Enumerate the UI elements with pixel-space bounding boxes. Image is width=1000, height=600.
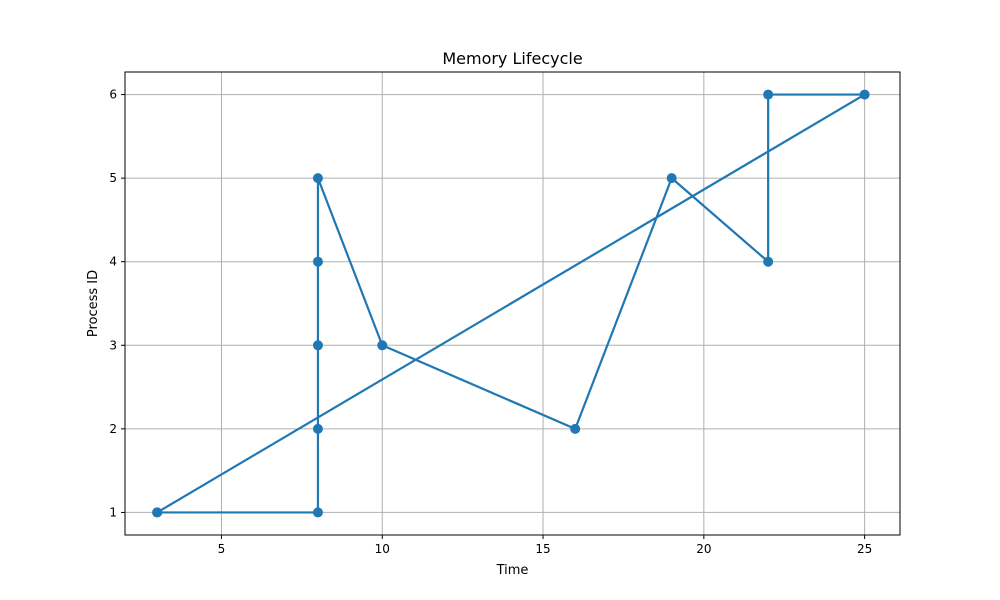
- y-tick-label: 4: [109, 255, 117, 269]
- data-point: [570, 423, 581, 434]
- plot-frame: [124, 71, 901, 536]
- data-point: [152, 507, 163, 518]
- y-axis-label: Process ID: [86, 270, 101, 337]
- y-tick-label: 2: [109, 422, 117, 436]
- y-tick-label: 3: [109, 338, 117, 352]
- data-point: [859, 89, 870, 100]
- chart-title: Memory Lifecycle: [442, 49, 582, 68]
- data-point: [377, 340, 388, 351]
- series-line: [156, 93, 866, 514]
- x-axis-label: Time: [496, 563, 529, 578]
- data-point: [312, 340, 323, 351]
- series-layer: [152, 89, 870, 518]
- data-point: [763, 89, 774, 100]
- y-tick-label: 1: [109, 505, 117, 519]
- data-point: [666, 173, 677, 184]
- data-point: [312, 423, 323, 434]
- data-point: [763, 256, 774, 267]
- y-tick-label: 6: [109, 88, 117, 102]
- data-point: [312, 507, 323, 518]
- x-tick-label: 20: [696, 542, 711, 556]
- x-tick-label: 10: [375, 542, 390, 556]
- data-point: [312, 256, 323, 267]
- x-tick-label: 5: [218, 542, 226, 556]
- tick-layer: 5 10 15 20 25 1 2 3 4 5 6: [109, 88, 872, 556]
- data-point: [312, 173, 323, 184]
- y-tick-label: 5: [109, 171, 117, 185]
- x-tick-label: 15: [535, 542, 550, 556]
- x-tick-label: 25: [857, 542, 872, 556]
